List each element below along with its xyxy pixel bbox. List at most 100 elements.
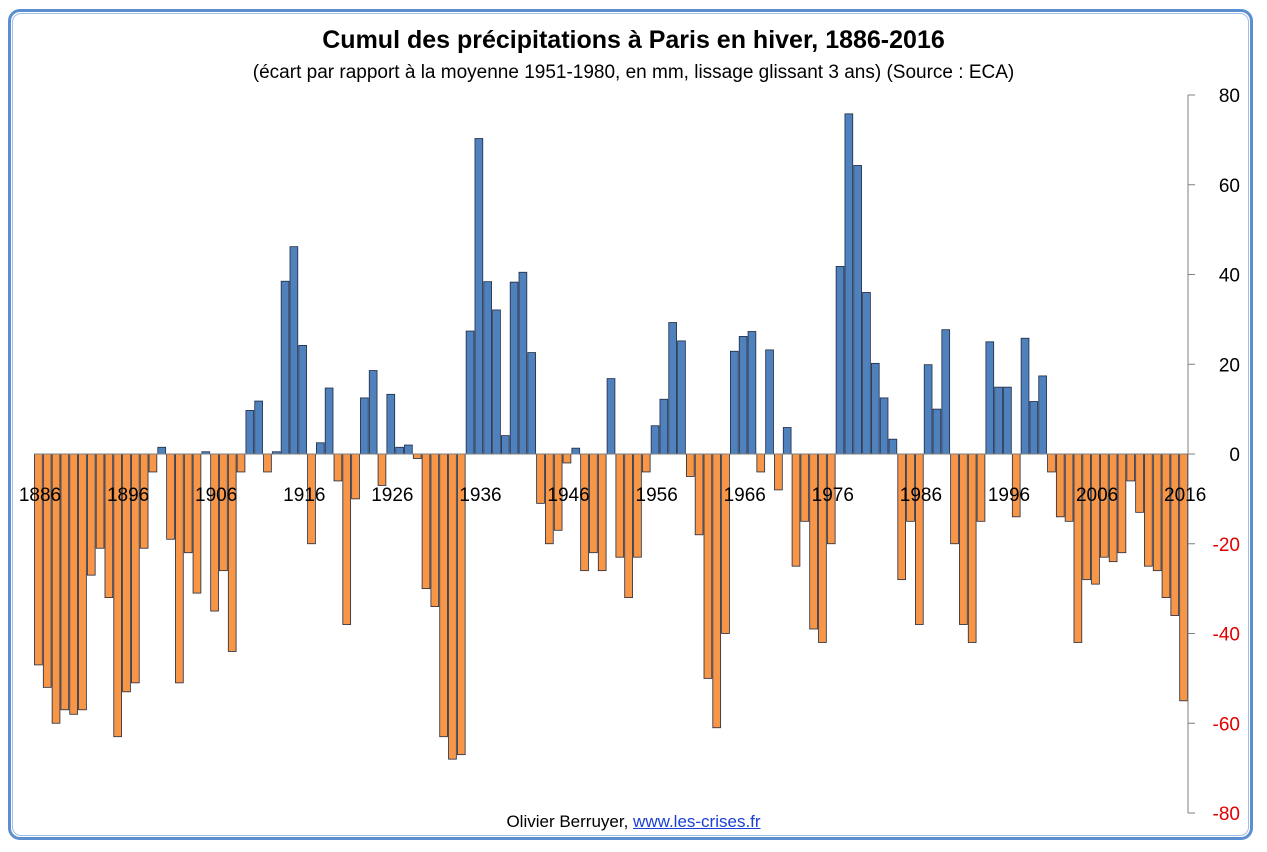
bar [368,370,378,455]
x-tick-label: 1926 [371,485,413,506]
bar [360,397,369,455]
bar [624,453,633,599]
bar [844,113,854,455]
bar [580,453,589,572]
bar [192,453,202,594]
bar [395,446,404,455]
bar [86,453,96,576]
y-tick-label: 0 [1229,445,1240,466]
bar [994,386,1003,455]
bar [1029,401,1039,455]
y-tick-label: 60 [1219,176,1240,197]
bar [747,331,757,455]
bar [1152,453,1162,572]
bar [1170,453,1180,616]
bar [641,453,651,473]
bar [183,453,193,554]
bar [1055,453,1065,518]
bar [465,330,475,455]
x-tick-label: 1896 [107,485,149,506]
bar [774,453,783,491]
bar [78,453,87,711]
bar [879,397,889,455]
bar [791,453,801,567]
bar [254,400,263,455]
bar [615,453,625,558]
bar [932,408,942,455]
bar [818,453,827,643]
x-tick-label: 2006 [1076,485,1118,506]
bar [941,329,951,455]
bar [1108,453,1118,563]
bar [888,438,898,455]
bar [1161,453,1171,599]
bar [421,453,431,590]
credit-line: Olivier Berruyer, www.les-crises.fr [0,812,1267,832]
bar [430,453,440,607]
bar [712,453,722,729]
outer-frame [8,9,1253,840]
bar [324,387,334,455]
bar [518,271,528,455]
bar [1082,453,1092,581]
bar [571,447,581,455]
bar [809,453,818,630]
credit-link[interactable]: www.les-crises.fr [633,812,761,831]
x-tick-label: 1886 [19,485,61,506]
bar [483,281,492,455]
x-tick-label: 1946 [547,485,589,506]
bar [386,393,396,455]
y-tick-label: -40 [1213,625,1240,646]
y-tick-label: 20 [1219,355,1240,376]
bar [915,453,924,625]
bar [959,453,968,625]
bar [210,453,219,612]
bar [219,453,228,572]
bar [500,435,510,455]
bar [315,442,325,455]
bar [862,292,871,455]
bar [448,453,457,760]
bar [967,453,977,643]
inner-frame [12,13,1249,836]
bar [694,453,704,536]
x-tick-label: 1996 [988,485,1030,506]
bar [245,410,255,455]
bar [1003,386,1012,455]
bar [536,453,545,504]
bar [853,165,862,455]
x-tick-label: 1986 [900,485,942,506]
bar [439,453,448,738]
bar [148,453,158,473]
bar [280,280,290,455]
bar [351,453,360,500]
x-tick-label: 1976 [812,485,854,506]
bar [1038,375,1047,455]
bar [1073,453,1083,643]
bar [835,266,845,455]
y-tick-label: -80 [1213,804,1240,825]
bar [985,341,995,455]
x-tick-label: 1916 [283,485,325,506]
bar [298,344,307,455]
x-tick-label: 1966 [724,485,766,506]
bar [104,453,114,599]
bar [800,453,810,522]
bar [589,453,598,554]
bar [69,453,78,715]
bar [333,453,343,482]
bar [1135,453,1144,513]
bar [765,349,774,455]
bar [1117,453,1127,554]
bar [738,336,748,455]
bar [1126,453,1136,482]
bar [976,453,986,522]
bar [650,425,660,455]
bar [289,246,299,455]
bar [870,362,880,455]
bar [342,453,352,625]
bar [1047,453,1056,473]
bar [166,453,175,540]
bar [527,352,537,455]
